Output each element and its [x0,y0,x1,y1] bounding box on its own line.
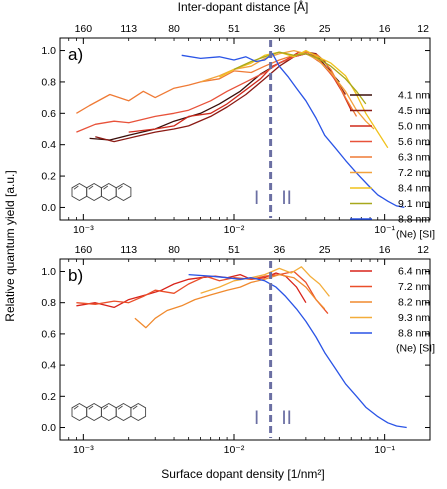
legend-label: 5.6 nm [398,136,430,148]
molecule-ring [71,402,88,422]
legend-footer: (Ne) [SI] [396,229,435,241]
y-tick-label: 0.4 [41,360,56,372]
y-tick-label: 1.0 [41,266,56,278]
top-tick-label: 80 [168,23,180,35]
legend-label: 8.2 nm [398,297,430,309]
molecule-bond [88,185,94,190]
y-tick-label: 0.8 [41,297,56,309]
molecule-ring [130,402,147,422]
molecule-bond [117,185,123,190]
top-tick-label: 160 [75,244,93,256]
tetracene-structure-icon [71,182,132,202]
molecule-ring [100,182,117,202]
molecule-ring [100,402,117,422]
series-line [188,273,407,429]
legend-label: 7.2 nm [398,281,430,293]
top-axis-label: Inter-dopant distance [Å] [178,0,309,14]
series-line [95,51,347,143]
molecule-ring [115,182,132,202]
panel-label: a) [68,45,83,64]
y-tick-label: 1.0 [41,45,56,57]
molecule-bond [117,405,123,410]
molecule-ring [86,182,102,202]
molecule-bond [103,185,109,190]
pentacene-structure-icon [71,402,147,422]
legend-label: 8.4 nm [398,183,430,195]
top-tick-label: 113 [120,244,137,256]
y-tick-label: 0.4 [41,139,56,151]
panel-label: b) [68,266,83,285]
top-tick-label: 12 [417,244,429,256]
legend-label: 6.3 nm [398,152,430,164]
region-label-II: II [281,188,292,209]
region-label-II: II [281,408,292,429]
plot-frame [59,37,431,221]
region-label-I: I [254,408,259,429]
top-tick-label: 25 [319,244,331,256]
x-tick-label: 10⁻¹ [374,224,395,236]
y-tick-label: 0.8 [41,76,56,88]
y-tick-label: 0.2 [41,171,56,183]
series-line [76,270,329,315]
top-tick-label: 160 [75,23,93,35]
panel-a: 10⁻³ 10⁻² 10⁻¹ 160 113 80 51 36 25 16 12 0.0 0.2 0.4 0… [41,23,435,241]
top-tick-label: 51 [228,244,240,256]
top-tick-label: 51 [228,23,240,35]
molecule-ring [71,182,88,202]
series-line [181,53,405,209]
legend-label: 8.8 nm [398,214,430,226]
series-line [200,266,330,297]
legend-label: 9.3 nm [398,312,430,324]
top-tick-label: 113 [120,23,137,35]
y-axis-label: Relative quantum yield [a.u.] [3,170,17,321]
top-tick-label: 80 [168,244,180,256]
series-line [200,49,375,130]
legend-label: 8.8 nm [398,328,430,340]
y-tick-label: 0.0 [41,422,56,434]
top-tick-label: 12 [417,23,429,35]
plot-frame [59,258,431,441]
legend-label: 5.0 nm [398,121,430,133]
molecule-bond [73,185,79,190]
legend-label: 6.4 nm [398,266,430,278]
molecule-bond [132,405,138,410]
molecule-bond [103,405,109,410]
y-tick-label: 0.2 [41,391,56,403]
x-tick-label: 10⁻² [224,224,245,236]
y-tick-label: 0.6 [41,328,56,340]
series-line [89,53,340,141]
x-tick-label: 10⁻³ [73,444,94,456]
top-tick-label: 25 [319,23,331,35]
legend-footer: (Ne) [SI] [396,343,435,355]
y-tick-label: 0.0 [41,202,56,214]
legend-label: 4.1 nm [398,90,430,102]
molecule-bond [73,405,79,410]
molecule-ring [115,402,132,422]
x-tick-label: 10⁻³ [73,224,94,236]
molecule-bond [88,405,94,410]
x-tick-label: 10⁻¹ [374,444,395,456]
x-tick-label: 10⁻² [224,444,245,456]
region-label-I: I [254,188,259,209]
legend-label: 4.5 nm [398,105,430,117]
top-tick-label: 36 [274,23,286,35]
series-line [76,51,358,117]
top-tick-label: 36 [274,244,286,256]
legend-label: 7.2 nm [398,167,430,179]
legend-label: 9.1 nm [398,198,430,210]
panel-b: 10⁻³ 10⁻² 10⁻¹ 160 113 80 51 36 25 16 12 0.0 0.2 0.4 0… [41,244,435,456]
series-line [233,51,367,105]
top-tick-label: 16 [379,244,391,256]
top-tick-label: 16 [379,23,391,35]
bottom-axis-label: Surface dopant density [1/nm²] [161,467,324,481]
molecule-ring [86,402,102,422]
y-tick-label: 0.6 [41,108,56,120]
series-line [134,273,326,329]
panels: 10⁻³ 10⁻² 10⁻¹ 160 113 80 51 36 25 16 12 0.0 0.2 0.4 0… [41,23,435,456]
